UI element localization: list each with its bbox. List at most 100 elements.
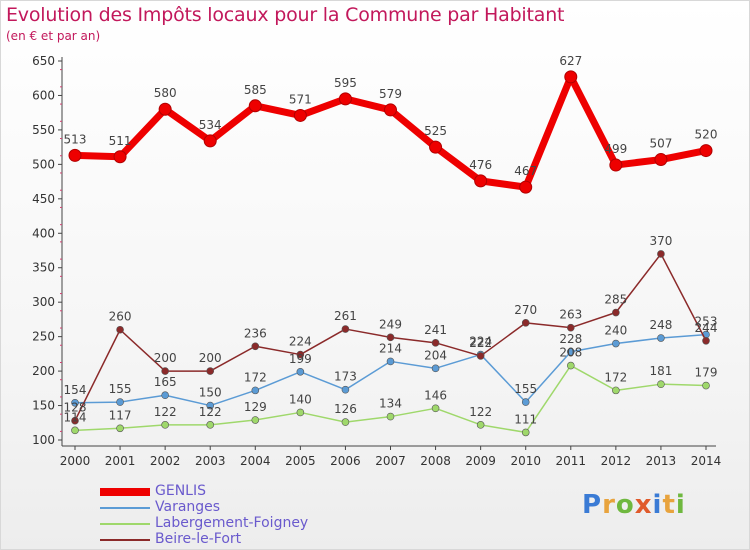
data-label: 228 bbox=[559, 332, 582, 346]
data-label: 511 bbox=[109, 134, 132, 148]
data-point bbox=[296, 408, 305, 417]
x-tick-label: 2009 bbox=[465, 454, 496, 468]
data-label: 261 bbox=[334, 309, 357, 323]
data-label: 122 bbox=[469, 405, 492, 419]
data-point bbox=[293, 108, 307, 122]
data-label: 534 bbox=[199, 118, 222, 132]
y-tick-label: 550 bbox=[32, 123, 55, 137]
data-label: 214 bbox=[379, 341, 402, 355]
data-label: 173 bbox=[334, 370, 357, 384]
data-label: 370 bbox=[649, 234, 672, 248]
data-label: 172 bbox=[244, 370, 267, 384]
logo-letter: t bbox=[662, 490, 676, 520]
logo-letter: P bbox=[582, 490, 603, 520]
x-tick-label: 2000 bbox=[60, 454, 91, 468]
data-point bbox=[341, 325, 350, 333]
data-point bbox=[248, 99, 262, 113]
data-label: 155 bbox=[109, 382, 132, 396]
data-point bbox=[476, 421, 485, 429]
data-point bbox=[521, 428, 530, 437]
data-label: 467 bbox=[514, 164, 537, 178]
data-label: 154 bbox=[64, 383, 87, 397]
data-label: 241 bbox=[424, 323, 447, 337]
data-point bbox=[71, 416, 79, 425]
data-point bbox=[386, 412, 395, 421]
legend-label: Labergement-Foigney bbox=[155, 515, 309, 531]
data-label: 140 bbox=[289, 392, 312, 406]
legend-swatch bbox=[100, 523, 150, 525]
data-point bbox=[702, 381, 710, 390]
legend-item-genlis: GENLIS bbox=[100, 483, 360, 500]
data-point bbox=[341, 385, 350, 394]
y-tick-label: 300 bbox=[32, 295, 55, 309]
y-tick-label: 650 bbox=[32, 54, 55, 68]
data-point bbox=[71, 426, 79, 435]
x-tick-label: 2005 bbox=[285, 454, 316, 468]
legend-swatch bbox=[100, 488, 150, 496]
data-point bbox=[702, 336, 710, 345]
data-point bbox=[68, 148, 82, 162]
legend-swatch bbox=[100, 507, 150, 509]
logo-letter: o bbox=[615, 490, 635, 520]
data-point bbox=[251, 416, 260, 424]
data-label: 520 bbox=[695, 128, 718, 142]
data-label: 200 bbox=[199, 351, 222, 365]
chart-subtitle: (en € et par an) bbox=[6, 29, 101, 43]
legend-item-varanges: Varanges bbox=[100, 499, 360, 516]
data-point bbox=[71, 398, 79, 407]
data-point bbox=[251, 386, 260, 395]
data-label: 244 bbox=[695, 321, 718, 335]
data-label: 580 bbox=[154, 86, 177, 100]
data-point bbox=[338, 92, 352, 106]
data-point bbox=[206, 401, 215, 410]
data-label: 134 bbox=[379, 397, 402, 411]
logo-letter: i bbox=[652, 490, 663, 520]
data-label: 199 bbox=[289, 352, 312, 366]
data-point bbox=[206, 421, 215, 429]
data-label: 155 bbox=[514, 382, 537, 396]
data-label: 200 bbox=[154, 351, 177, 365]
data-point bbox=[386, 357, 395, 366]
proxiti-logo: Proxiti bbox=[582, 490, 686, 520]
data-point bbox=[521, 319, 530, 327]
data-label: 525 bbox=[424, 124, 447, 138]
logo-letter: x bbox=[634, 490, 653, 520]
legend-label: GENLIS bbox=[155, 483, 206, 499]
data-point bbox=[429, 140, 443, 154]
data-label: 240 bbox=[604, 324, 627, 338]
data-label: 248 bbox=[649, 318, 672, 332]
data-label: 571 bbox=[289, 92, 312, 106]
data-point bbox=[519, 180, 533, 194]
logo-letter: r bbox=[602, 490, 616, 520]
x-tick-label: 2008 bbox=[420, 454, 451, 468]
data-point bbox=[657, 380, 665, 388]
y-tick-label: 350 bbox=[32, 261, 55, 275]
legend-label: Beire-le-Fort bbox=[155, 531, 242, 547]
data-point bbox=[116, 398, 124, 406]
legend-label: Varanges bbox=[155, 499, 221, 515]
data-point bbox=[158, 102, 172, 116]
x-tick-label: 2010 bbox=[510, 454, 541, 468]
data-label: 122 bbox=[154, 405, 177, 419]
data-label: 222 bbox=[469, 336, 492, 350]
logo-letter: i bbox=[675, 490, 686, 520]
data-point bbox=[341, 418, 350, 426]
data-point bbox=[657, 250, 665, 258]
data-point bbox=[161, 367, 169, 375]
data-point bbox=[654, 153, 668, 167]
data-point bbox=[566, 347, 575, 356]
legend-swatch bbox=[100, 539, 150, 541]
data-label: 579 bbox=[379, 87, 402, 101]
x-tick-label: 2002 bbox=[150, 454, 181, 468]
data-label: 253 bbox=[695, 315, 718, 329]
data-point bbox=[386, 333, 395, 342]
data-label: 585 bbox=[244, 83, 267, 97]
data-label: 507 bbox=[649, 137, 672, 151]
legend-item-beire: Beire-le-Fort bbox=[100, 531, 360, 548]
data-label: 150 bbox=[199, 386, 222, 400]
data-label: 126 bbox=[334, 402, 357, 416]
data-label: 263 bbox=[559, 308, 582, 322]
data-point bbox=[431, 364, 440, 373]
data-point bbox=[384, 103, 397, 117]
